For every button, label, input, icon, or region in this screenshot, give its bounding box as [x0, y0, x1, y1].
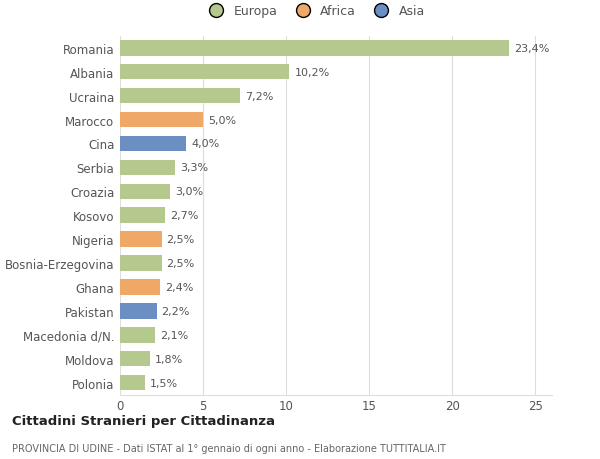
- Bar: [120, 327, 155, 343]
- Text: 2,5%: 2,5%: [167, 235, 195, 245]
- Text: 2,2%: 2,2%: [161, 306, 190, 316]
- Bar: [120, 184, 170, 200]
- Text: 4,0%: 4,0%: [191, 139, 220, 149]
- Text: 2,7%: 2,7%: [170, 211, 198, 221]
- Text: Cittadini Stranieri per Cittadinanza: Cittadini Stranieri per Cittadinanza: [12, 414, 275, 428]
- Text: 2,1%: 2,1%: [160, 330, 188, 340]
- Bar: [120, 280, 160, 295]
- Text: 3,0%: 3,0%: [175, 187, 203, 197]
- Bar: [120, 136, 187, 152]
- Bar: [120, 160, 175, 176]
- Bar: [120, 256, 161, 271]
- Bar: [120, 65, 289, 80]
- Text: 23,4%: 23,4%: [514, 44, 549, 54]
- Text: PROVINCIA DI UDINE - Dati ISTAT al 1° gennaio di ogni anno - Elaborazione TUTTIT: PROVINCIA DI UDINE - Dati ISTAT al 1° ge…: [12, 443, 446, 453]
- Text: 1,5%: 1,5%: [150, 378, 178, 388]
- Text: 7,2%: 7,2%: [245, 91, 273, 101]
- Bar: [120, 112, 203, 128]
- Text: 5,0%: 5,0%: [208, 115, 236, 125]
- Text: 3,3%: 3,3%: [180, 163, 208, 173]
- Bar: [120, 303, 157, 319]
- Legend: Europa, Africa, Asia: Europa, Africa, Asia: [204, 6, 425, 18]
- Bar: [120, 89, 239, 104]
- Bar: [120, 375, 145, 391]
- Bar: [120, 351, 150, 367]
- Bar: [120, 232, 161, 247]
- Bar: [120, 41, 509, 56]
- Bar: [120, 208, 165, 224]
- Text: 10,2%: 10,2%: [295, 67, 330, 78]
- Text: 2,4%: 2,4%: [165, 282, 193, 292]
- Text: 1,8%: 1,8%: [155, 354, 183, 364]
- Text: 2,5%: 2,5%: [167, 258, 195, 269]
